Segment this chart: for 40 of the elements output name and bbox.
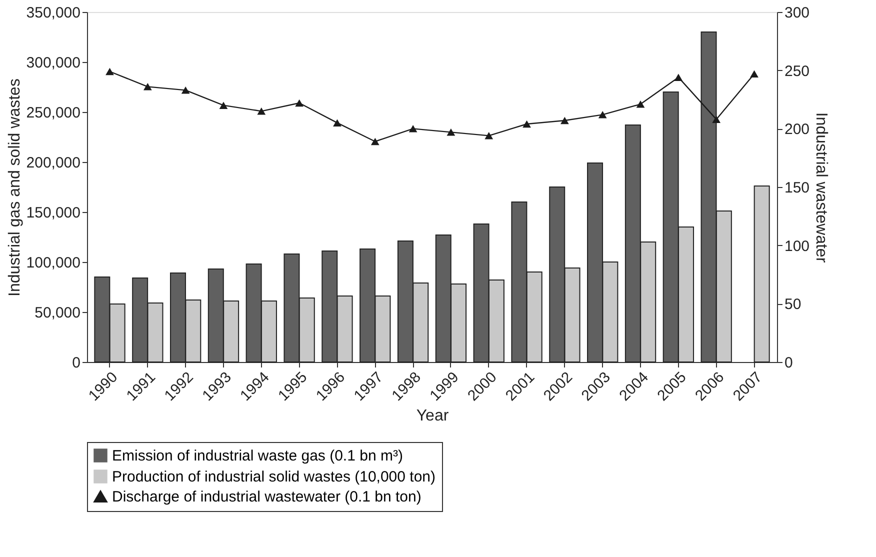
point: [446, 128, 456, 136]
point: [750, 70, 758, 78]
point: [674, 74, 683, 81]
point: [560, 116, 569, 124]
point: [712, 116, 721, 123]
legend-label: Emission of industrial waste gas (0.1 bn m³): [112, 448, 403, 464]
point: [408, 125, 418, 132]
y2-tick-label: 200: [784, 121, 810, 138]
point: [370, 138, 380, 146]
legend-label: Production of industrial solid wastes (10,000 ton): [112, 468, 436, 486]
y-tick-label: 200,000: [26, 154, 80, 172]
y2-axis-title: Industrial wastewater: [812, 112, 830, 264]
y-tick-label: 150,000: [26, 204, 80, 222]
point: [295, 99, 304, 107]
y-tick-label: 250,000: [26, 104, 80, 122]
y-tick-label: 300,000: [26, 54, 80, 72]
bar: [754, 186, 770, 362]
y-tick-label: 0: [72, 354, 80, 372]
y2-tick-label: 50: [784, 296, 802, 314]
y-tick-label: 100,000: [26, 254, 80, 272]
y-tick-label: 50,000: [34, 304, 80, 322]
point: [106, 68, 114, 76]
y2-tick-label: 250: [784, 62, 810, 80]
y2-tick-label: 150: [784, 180, 810, 196]
y2-tick-label: 100: [784, 238, 810, 255]
y-tick-label: 350,000: [26, 4, 80, 22]
point: [219, 102, 228, 109]
point: [636, 100, 645, 108]
y2-tick-label: 300: [784, 4, 810, 22]
point: [181, 86, 190, 94]
point: [333, 119, 342, 126]
x-axis-title: Year: [416, 408, 450, 425]
legend-label: Discharge of industrial wastewater (0.1 bn ton): [112, 488, 422, 506]
point: [484, 132, 494, 140]
point: [598, 111, 607, 118]
point: [522, 120, 531, 128]
point: [257, 108, 266, 115]
y2-tick-label: 0: [784, 354, 793, 372]
y-axis-title: Industrial gas and solid wastes: [6, 78, 24, 296]
point: [143, 83, 152, 90]
